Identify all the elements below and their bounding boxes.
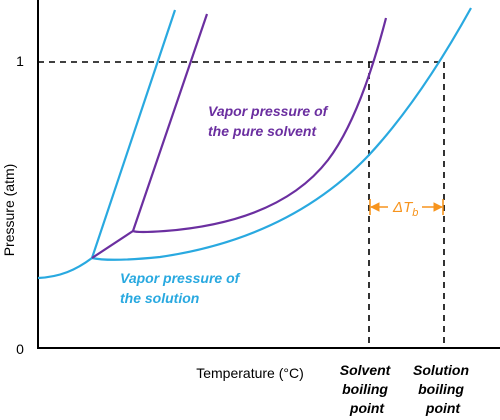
solution-bp-label: Solution boiling point <box>413 362 473 416</box>
delta-tb-label: ΔTb <box>392 199 418 219</box>
y-tick-label-0: 0 <box>16 341 24 357</box>
solution-fusion-curve <box>90 9 177 259</box>
solvent-bp-label: Solvent boiling point <box>340 362 394 416</box>
solvent-curve-label: Vapor pressure of the pure solvent <box>208 103 331 139</box>
solvent-fusion-curve <box>131 13 209 232</box>
x-axis-title: Temperature (°C) <box>196 365 304 381</box>
solution-curve-label: Vapor pressure of the solution <box>120 270 243 306</box>
solvent-vaporization-curve <box>91 17 388 259</box>
y-tick-label-1: 1 <box>16 53 24 69</box>
y-axis-title: Pressure (atm) <box>1 164 17 257</box>
solution-sublimation-curve <box>37 257 93 280</box>
solution-vaporization-curve <box>91 7 472 261</box>
